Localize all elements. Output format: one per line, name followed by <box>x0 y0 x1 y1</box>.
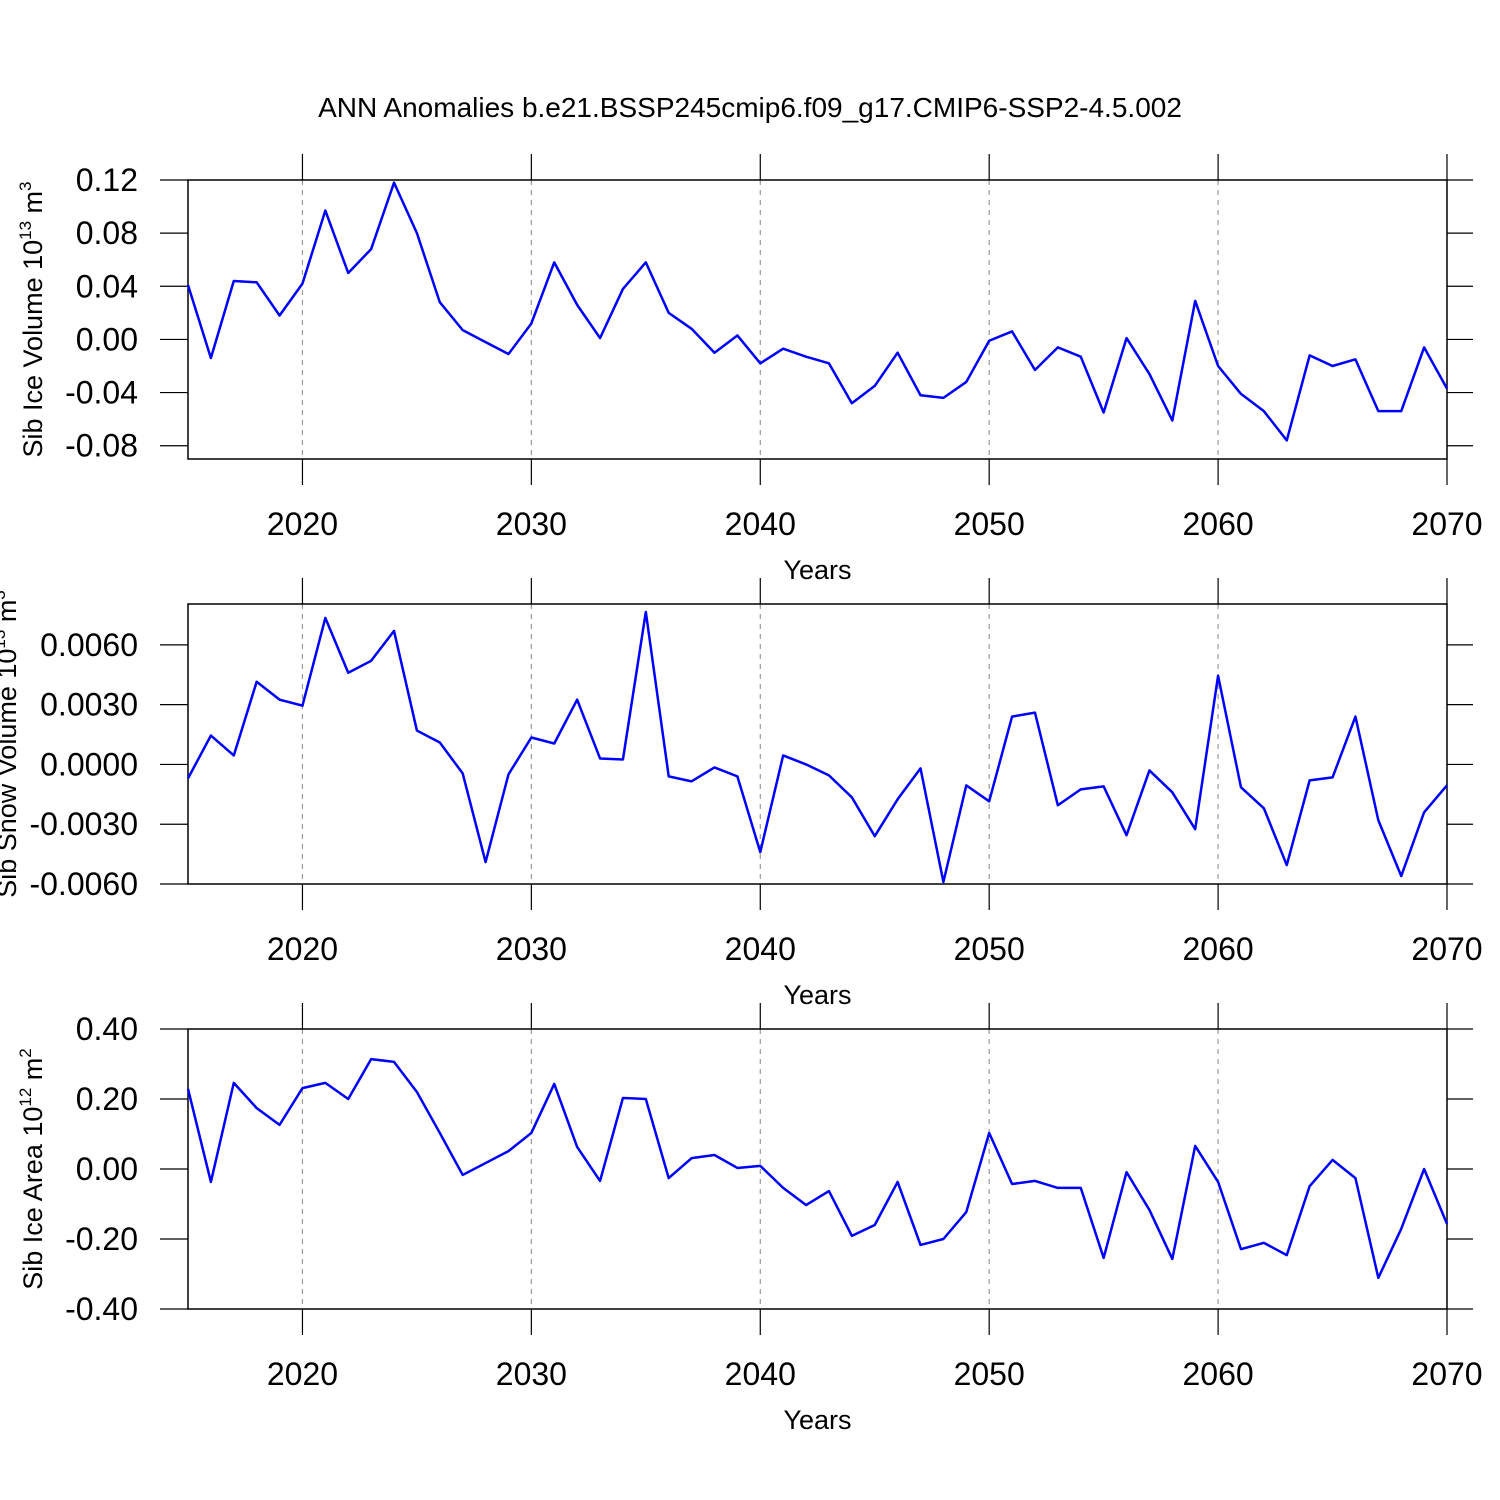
y-axis-label-superscript: 2 <box>16 1048 35 1057</box>
y-tick-label: 0.00 <box>76 321 138 357</box>
y-axis-label: Sib Snow Volume 1013 m3 <box>0 590 22 898</box>
x-tick-label: 2050 <box>954 931 1025 967</box>
y-tick-label: 0.0030 <box>40 687 138 723</box>
y-tick-label: 0.08 <box>76 215 138 251</box>
x-tick-label: 2030 <box>496 1356 567 1392</box>
y-tick-label: -0.08 <box>65 428 138 464</box>
x-axis-label: Years <box>783 1405 851 1435</box>
x-tick-label: 2030 <box>496 931 567 967</box>
x-tick-label: 2040 <box>725 931 796 967</box>
y-axis-label-superscript: 3 <box>16 181 35 190</box>
y-axis-label: Sib Ice Volume 1013 m3 <box>16 181 48 457</box>
y-tick-label: 0.0000 <box>40 746 138 782</box>
x-tick-label: 2060 <box>1182 1356 1253 1392</box>
x-tick-label: 2070 <box>1411 1356 1482 1392</box>
x-axis-label: Years <box>783 555 851 585</box>
y-axis-label-part: m <box>18 191 48 221</box>
y-tick-label: 0.40 <box>76 1011 138 1047</box>
y-axis-label: Sib Ice Area 1012 m2 <box>16 1048 48 1290</box>
y-tick-label: -0.20 <box>65 1221 138 1257</box>
y-tick-label: -0.0030 <box>29 806 138 842</box>
y-tick-label: 0.0060 <box>40 627 138 663</box>
y-axis-label-superscript: 3 <box>0 590 9 599</box>
y-tick-label: 0.20 <box>76 1081 138 1117</box>
x-tick-label: 2070 <box>1411 931 1482 967</box>
data-line <box>186 181 1449 442</box>
x-tick-label: 2070 <box>1411 506 1482 542</box>
y-axis-label-superscript: 13 <box>16 221 35 240</box>
x-tick-label: 2020 <box>267 1356 338 1392</box>
y-tick-label: 0.00 <box>76 1151 138 1187</box>
x-tick-label: 2040 <box>725 506 796 542</box>
y-tick-label: -0.40 <box>65 1291 138 1327</box>
y-tick-label: 0.12 <box>76 162 138 198</box>
y-tick-label: -0.0060 <box>29 866 138 902</box>
x-tick-label: 2030 <box>496 506 567 542</box>
x-tick-label: 2060 <box>1182 931 1253 967</box>
plot-frame <box>187 1028 1448 1310</box>
x-tick-label: 2020 <box>267 506 338 542</box>
plot-frame <box>187 603 1448 885</box>
y-axis-label-part: m <box>18 1058 48 1088</box>
y-axis-label-part: m <box>0 600 22 630</box>
x-axis-label: Years <box>783 980 851 1010</box>
x-tick-label: 2060 <box>1182 506 1253 542</box>
x-tick-label: 2050 <box>954 506 1025 542</box>
y-axis-label-superscript: 12 <box>16 1088 35 1107</box>
plot-frame <box>187 179 1448 460</box>
data-line <box>186 610 1448 884</box>
x-tick-label: 2020 <box>267 931 338 967</box>
x-tick-label: 2040 <box>725 1356 796 1392</box>
y-axis-label-part: Sib Snow Volume 10 <box>0 649 22 898</box>
y-axis-label-superscript: 13 <box>0 630 9 649</box>
x-tick-label: 2050 <box>954 1356 1025 1392</box>
data-line <box>186 1057 1449 1280</box>
y-tick-label: 0.04 <box>76 268 138 304</box>
y-tick-label: -0.04 <box>65 375 138 411</box>
y-axis-label-part: Sib Ice Volume 10 <box>18 240 48 458</box>
y-axis-label-part: Sib Ice Area 10 <box>18 1107 48 1290</box>
chart-title: ANN Anomalies b.e21.BSSP245cmip6.f09_g17… <box>318 92 1182 123</box>
